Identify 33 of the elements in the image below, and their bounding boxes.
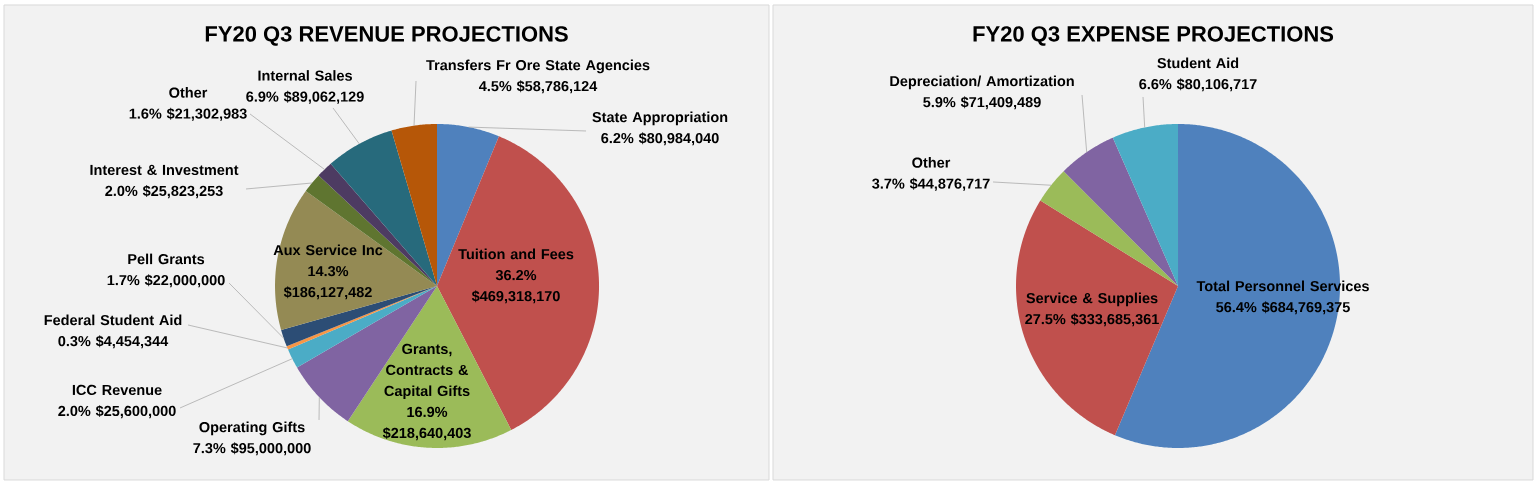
- slice-label: Student Aid: [1157, 57, 1239, 69]
- chart-title: FY20 Q3 EXPENSE PROJECTIONS: [973, 26, 1334, 46]
- slice-label: Operating Gifts: [199, 421, 305, 436]
- slice-label: Federal Student Aid: [44, 314, 182, 326]
- chart-title: FY20 Q3 REVENUE PROJECTIONS: [205, 26, 568, 46]
- slice-label: Other: [912, 157, 951, 168]
- slice-label: Tuition and Fees: [458, 248, 574, 260]
- slice-label: Internal Sales: [258, 70, 352, 81]
- data-label: 4.5% $58,786,124: [478, 80, 598, 94]
- data-label: 6.2% $80,984,040: [601, 132, 719, 146]
- data-label: 1.6% $21,302,983: [129, 107, 247, 121]
- data-label: 2.0% $25,823,253: [105, 185, 223, 199]
- data-label: 1.7% $22,000,000: [107, 274, 225, 288]
- data-label: 5.9% $71,409,489: [923, 96, 1041, 110]
- data-label: 2.0% $25,600,000: [58, 405, 176, 419]
- data-label: 6.9% $89,062,129: [246, 90, 364, 104]
- data-label: 14.3% $186,127,482: [283, 265, 372, 300]
- slice-label: Pell Grants: [128, 253, 205, 265]
- data-label: 0.3% $4,454,344: [58, 335, 169, 349]
- slice-label: ICC Revenue: [72, 384, 162, 396]
- data-label: 36.2% $469,318,170: [471, 269, 560, 304]
- data-label: 16.9% $218,640,403: [382, 406, 471, 441]
- slice-label: State Appropriation: [592, 111, 728, 126]
- slice-label: Other: [169, 87, 208, 98]
- data-label: 6.6% $80,106,717: [1139, 78, 1257, 92]
- slice-label: Service & Supplies: [1026, 292, 1158, 307]
- slice-label: Interest & Investment: [90, 164, 239, 176]
- data-label: 3.7% $44,876,717: [872, 177, 990, 191]
- slice-label: Transfers Fr Ore State Agencies: [426, 59, 650, 74]
- slice-label: Grants, Contracts & Capital Gifts: [384, 343, 470, 399]
- data-label: 27.5% $333,685,361: [1025, 313, 1159, 327]
- data-label: 7.3% $95,000,000: [193, 442, 311, 456]
- slice-label: Depreciation/ Amortization: [890, 75, 1074, 90]
